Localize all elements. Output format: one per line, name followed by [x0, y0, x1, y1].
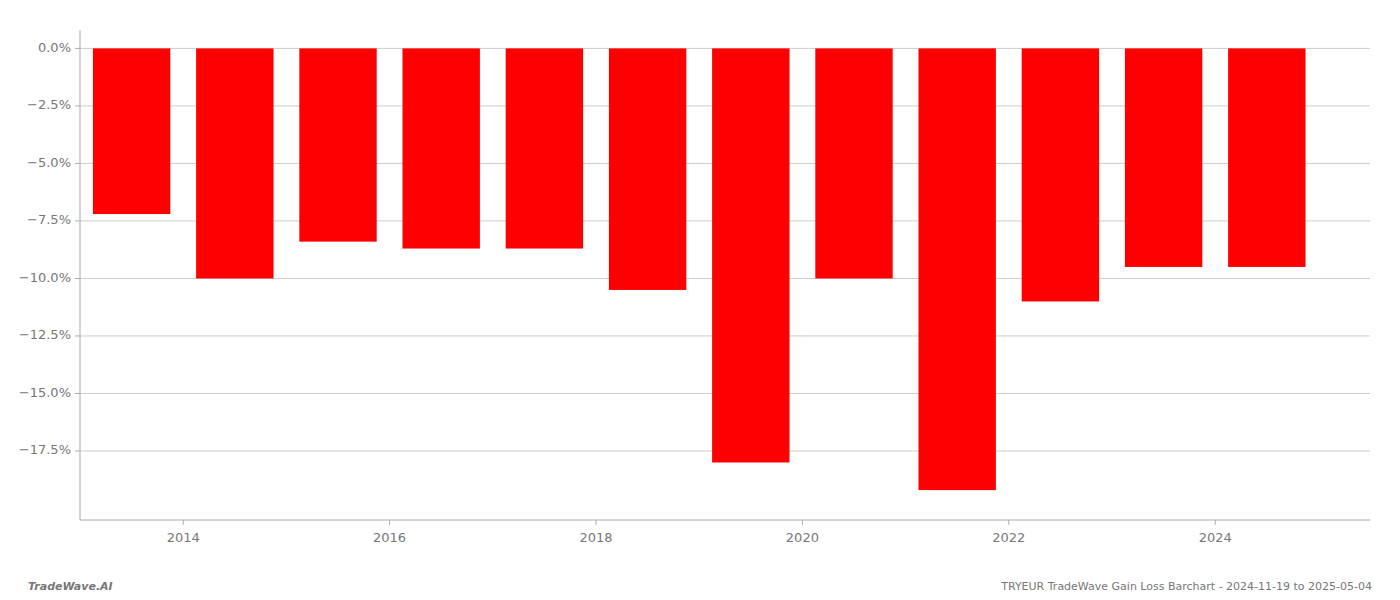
- y-tick-label: −5.0%: [27, 155, 71, 170]
- y-tick: [75, 220, 80, 221]
- x-tick-label: 2024: [1199, 530, 1232, 545]
- chart-svg: 0.0% −2.5% −5.0% −7.5% −10.0% −12.5% −15.0% −17…: [0, 0, 1400, 600]
- y-axis: 0.0% −2.5% −5.0% −7.5% −10.0% −12.5% −15.0% −17…: [19, 40, 80, 458]
- bars: [93, 48, 1306, 490]
- y-tick: [75, 393, 80, 394]
- y-tick: [75, 335, 80, 336]
- x-tick: [1215, 520, 1216, 525]
- x-tick: [183, 520, 184, 525]
- y-tick: [75, 278, 80, 279]
- y-tick-label: −15.0%: [19, 385, 71, 400]
- x-tick-label: 2018: [579, 530, 612, 545]
- bar: [815, 48, 892, 278]
- bar: [1022, 48, 1099, 301]
- y-tick-label: −7.5%: [27, 212, 71, 227]
- y-tick-label: 0.0%: [38, 40, 71, 55]
- x-axis-line: [80, 520, 1370, 521]
- x-tick-label: 2016: [373, 530, 406, 545]
- bar: [506, 48, 583, 248]
- y-axis-line: [80, 30, 81, 520]
- y-tick-label: −12.5%: [19, 327, 71, 342]
- x-tick-label: 2022: [992, 530, 1025, 545]
- y-tick: [75, 48, 80, 49]
- bar: [712, 48, 789, 462]
- y-tick-label: −2.5%: [27, 97, 71, 112]
- chart-container: 0.0% −2.5% −5.0% −7.5% −10.0% −12.5% −15.0% −17…: [0, 0, 1400, 600]
- bar: [1125, 48, 1202, 267]
- y-tick-label: −10.0%: [19, 270, 71, 285]
- x-tick: [802, 520, 803, 525]
- bar: [1228, 48, 1305, 267]
- bar: [609, 48, 686, 290]
- x-axis: 2014 2016 2018 2020 2022 2024: [167, 520, 1232, 545]
- x-tick-label: 2020: [786, 530, 819, 545]
- x-tick: [1008, 520, 1009, 525]
- bar: [919, 48, 996, 490]
- x-tick: [389, 520, 390, 525]
- bar: [299, 48, 376, 241]
- footer-left: TradeWave.AI: [28, 580, 113, 593]
- bar: [403, 48, 480, 248]
- y-tick: [75, 450, 80, 451]
- x-tick-label: 2014: [167, 530, 200, 545]
- y-tick-label: −17.5%: [19, 442, 71, 457]
- y-tick: [75, 163, 80, 164]
- x-tick: [596, 520, 597, 525]
- bar: [196, 48, 273, 278]
- bar: [93, 48, 170, 214]
- y-tick: [75, 105, 80, 106]
- footer-right: TRYEUR TradeWave Gain Loss Barchart - 20…: [1000, 580, 1372, 593]
